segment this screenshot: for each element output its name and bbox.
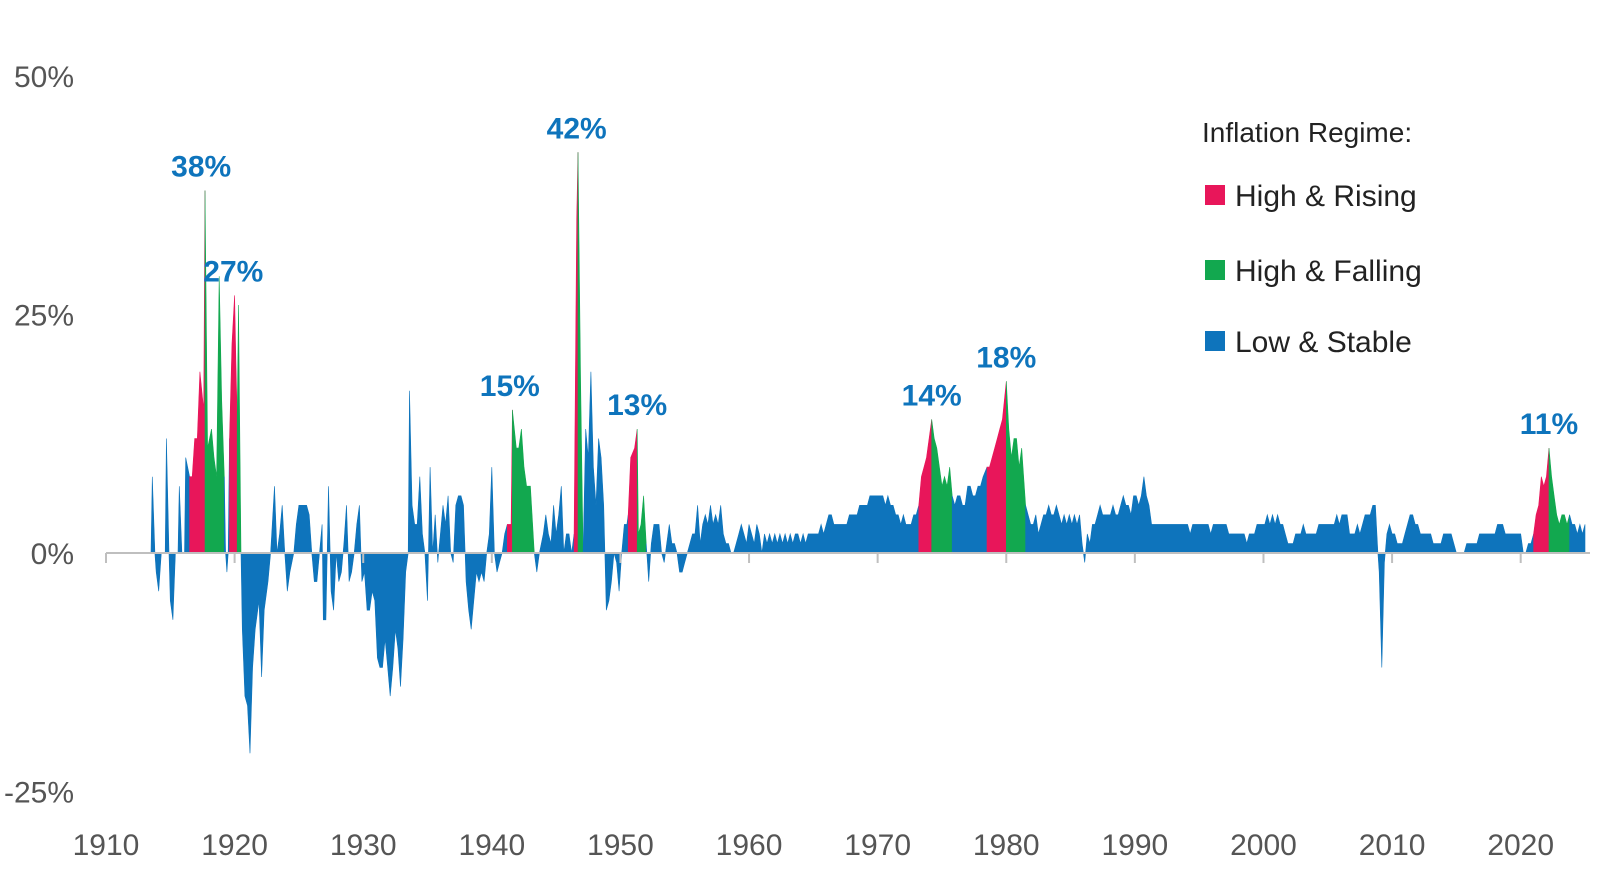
x-tick-label: 1980 — [973, 829, 1040, 862]
area-segment-high-falling — [204, 190, 225, 554]
peak-label: 18% — [976, 341, 1036, 374]
area-segment-high-falling — [577, 152, 584, 554]
area-segment-low-stable — [150, 438, 190, 620]
area-segment-low-stable — [582, 371, 629, 611]
legend-items: High & Rising High & Falling Low & Stable — [1205, 180, 1422, 359]
area-segment-low-stable — [240, 390, 508, 754]
area-segment-high-rising — [573, 152, 579, 554]
x-axis-tick-labels: 1910 1920 1930 1940 1950 1960 1970 1980 1990 2000… — [73, 829, 1554, 862]
area-segment-high-rising — [229, 295, 238, 554]
area-segment-high-rising — [1533, 448, 1550, 554]
x-tick-label: 1940 — [458, 829, 525, 862]
y-tick-label: 0% — [31, 538, 74, 571]
area-segment-high-rising — [627, 428, 638, 554]
area-segment-high-falling — [1548, 448, 1570, 554]
x-tick-label: 1970 — [844, 829, 911, 862]
area-segment-high-falling — [1006, 381, 1026, 554]
x-tick-label: 1930 — [330, 829, 397, 862]
area-segment-high-rising — [189, 190, 206, 554]
area-segment-high-falling — [931, 419, 953, 554]
peak-label: 27% — [203, 255, 263, 288]
x-tick-label: 2020 — [1487, 829, 1554, 862]
chart-areas — [150, 152, 1586, 754]
y-tick-label: -25% — [4, 777, 74, 810]
area-segment-low-stable — [951, 466, 988, 554]
legend-label: High & Rising — [1235, 180, 1417, 213]
x-axis-tick-marks — [105, 553, 1522, 563]
peak-label: 14% — [902, 379, 962, 412]
area-segment-high-falling — [636, 428, 647, 554]
peak-label: 15% — [480, 370, 540, 403]
legend-swatch-low-stable — [1205, 331, 1225, 351]
x-tick-label: 1950 — [587, 829, 654, 862]
area-segment-high-rising — [986, 381, 1007, 554]
area-segment-low-stable — [645, 494, 920, 582]
peak-label: 13% — [607, 389, 667, 422]
legend-label: High & Falling — [1235, 255, 1422, 288]
legend-swatch-high-falling — [1205, 260, 1225, 280]
peak-label: 38% — [171, 150, 231, 183]
peak-label: 11% — [1520, 408, 1578, 441]
x-tick-label: 1990 — [1101, 829, 1168, 862]
x-tick-label: 1960 — [716, 829, 783, 862]
legend-title: Inflation Regime: — [1202, 117, 1412, 148]
legend-swatch-high-rising — [1205, 185, 1225, 205]
area-segment-high-rising — [918, 419, 932, 554]
area-segment-low-stable — [1025, 476, 1534, 668]
area-segment-low-stable — [533, 486, 575, 573]
area-segment-high-falling — [512, 409, 535, 554]
x-tick-label: 2010 — [1359, 829, 1426, 862]
legend-label: Low & Stable — [1235, 326, 1412, 359]
area-segment-high-rising — [507, 409, 513, 554]
area-segment-low-stable — [1569, 514, 1586, 554]
y-tick-label: 25% — [14, 300, 74, 333]
peak-label: 42% — [547, 112, 607, 145]
x-tick-label: 2000 — [1230, 829, 1297, 862]
y-axis-tick-labels: 50% 25% 0% -25% — [4, 61, 74, 810]
x-tick-label: 1910 — [73, 829, 140, 862]
x-tick-label: 1920 — [201, 829, 268, 862]
legend: Inflation Regime: High & Rising High & Fa… — [1202, 117, 1422, 359]
y-tick-label: 50% — [14, 61, 74, 94]
area-segment-high-falling — [236, 304, 242, 554]
peak-labels: 38% 27% 15% 42% 13% 14% 18% 11% — [171, 112, 1578, 441]
